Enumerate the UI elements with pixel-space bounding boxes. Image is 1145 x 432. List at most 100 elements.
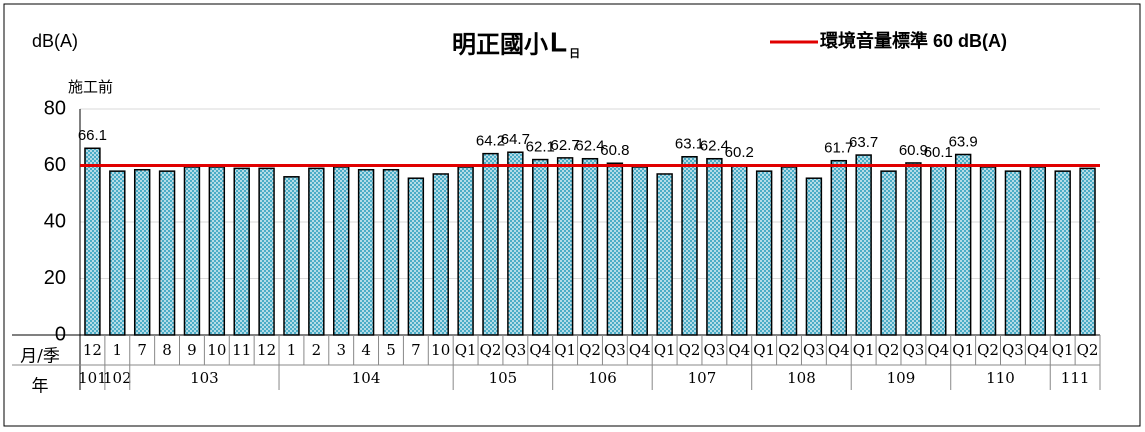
x-tick-label: Q2 [480,341,502,359]
data-label: 63.9 [949,133,978,150]
x-tick-label: 10 [431,341,450,359]
legend-label: 環境音量標準 60 dB(A) [820,30,1007,51]
bar [1079,167,1096,336]
bar [780,166,798,336]
x-tick-label: 1 [287,341,297,359]
chart-title-subscript: 日 [569,47,580,60]
group-label: 102 [103,369,132,387]
x-tick-label: 3 [336,341,346,359]
bar [532,158,549,336]
data-label: 64.2 [476,133,505,150]
data-label: 64.7 [501,131,530,148]
row-label: 年 [32,377,49,397]
x-tick-label: Q3 [703,341,725,359]
group-label: 108 [787,369,816,387]
bar [930,164,947,336]
x-tick-label: Q3 [604,341,626,359]
bar [581,157,599,336]
bar [606,162,624,336]
bar [407,177,425,336]
x-tick-label: Q4 [529,341,551,359]
x-tick-label: Q2 [778,341,800,359]
y-axis-label: dB(A) [32,31,78,51]
x-tick-label: 8 [162,341,172,359]
bar [233,167,250,336]
data-label: 60.8 [600,142,629,159]
data-label: 62.1 [526,139,555,156]
bar [556,157,574,336]
data-label: 62.4 [575,138,604,155]
bar [208,166,226,336]
x-tick-label: 12 [257,341,276,359]
bar [880,170,897,336]
group-label: 107 [688,369,717,387]
x-tick-label: Q3 [1002,341,1024,359]
bar [507,151,524,336]
chart-title: 明正國小 [452,30,548,59]
group-label: 101 [78,369,107,387]
y-tick-label: 80 [44,97,66,119]
x-tick-label: Q1 [1052,341,1074,359]
data-label: 66.1 [78,127,107,144]
bar [1004,170,1022,336]
y-tick-label: 0 [55,323,66,345]
x-tick-label: Q3 [902,341,924,359]
y-tick-label: 40 [44,210,66,232]
bar [1054,170,1071,336]
bar [357,168,375,336]
group-label: 103 [190,369,219,387]
x-tick-label: Q1 [455,341,477,359]
bar [283,176,300,336]
y-tick-label: 60 [44,154,66,176]
x-tick-label: 7 [411,341,421,359]
bar [482,152,499,336]
annotation: 施工前 [68,78,113,96]
bar [84,147,101,336]
x-tick-label: 10 [207,341,226,359]
bar [109,170,126,336]
x-tick-label: 1 [113,341,123,359]
data-label: 60.9 [899,142,928,159]
x-tick-label: 4 [361,341,371,359]
bar [333,166,350,336]
x-tick-label: Q1 [753,341,775,359]
x-tick-label: 7 [137,341,147,359]
group-label: 110 [986,369,1015,387]
x-tick-label: 11 [232,341,251,359]
x-tick-label: Q2 [579,341,601,359]
data-label: 62.7 [551,137,580,154]
y-tick-label: 20 [44,267,66,289]
bar [979,166,997,336]
bar [805,177,823,336]
bar [731,164,748,336]
bar [432,173,449,336]
bar [656,173,673,336]
bar [755,170,773,336]
bar [631,166,648,336]
x-tick-label: Q1 [554,341,576,359]
group-label: 111 [1061,369,1090,387]
data-label: 60.2 [725,144,754,161]
data-label: 63.1 [675,136,704,153]
bar [183,166,201,336]
group-label: 105 [489,369,518,387]
x-tick-label: Q3 [803,341,825,359]
x-tick-label: 5 [386,341,396,359]
row-label: 月/季 [20,347,60,367]
chart-title-symbol: L [550,26,567,57]
bar [1029,166,1047,336]
bar [158,170,176,336]
bar [830,159,847,336]
x-tick-label: 12 [83,341,102,359]
bar [706,157,723,336]
bar [308,167,325,336]
data-label: 63.7 [849,134,878,151]
bar [681,155,698,336]
bar [855,154,872,336]
x-tick-label: Q1 [853,341,875,359]
group-label: 104 [352,369,381,387]
x-tick-label: Q2 [977,341,999,359]
bar [258,167,275,336]
x-tick-label: 9 [187,341,197,359]
